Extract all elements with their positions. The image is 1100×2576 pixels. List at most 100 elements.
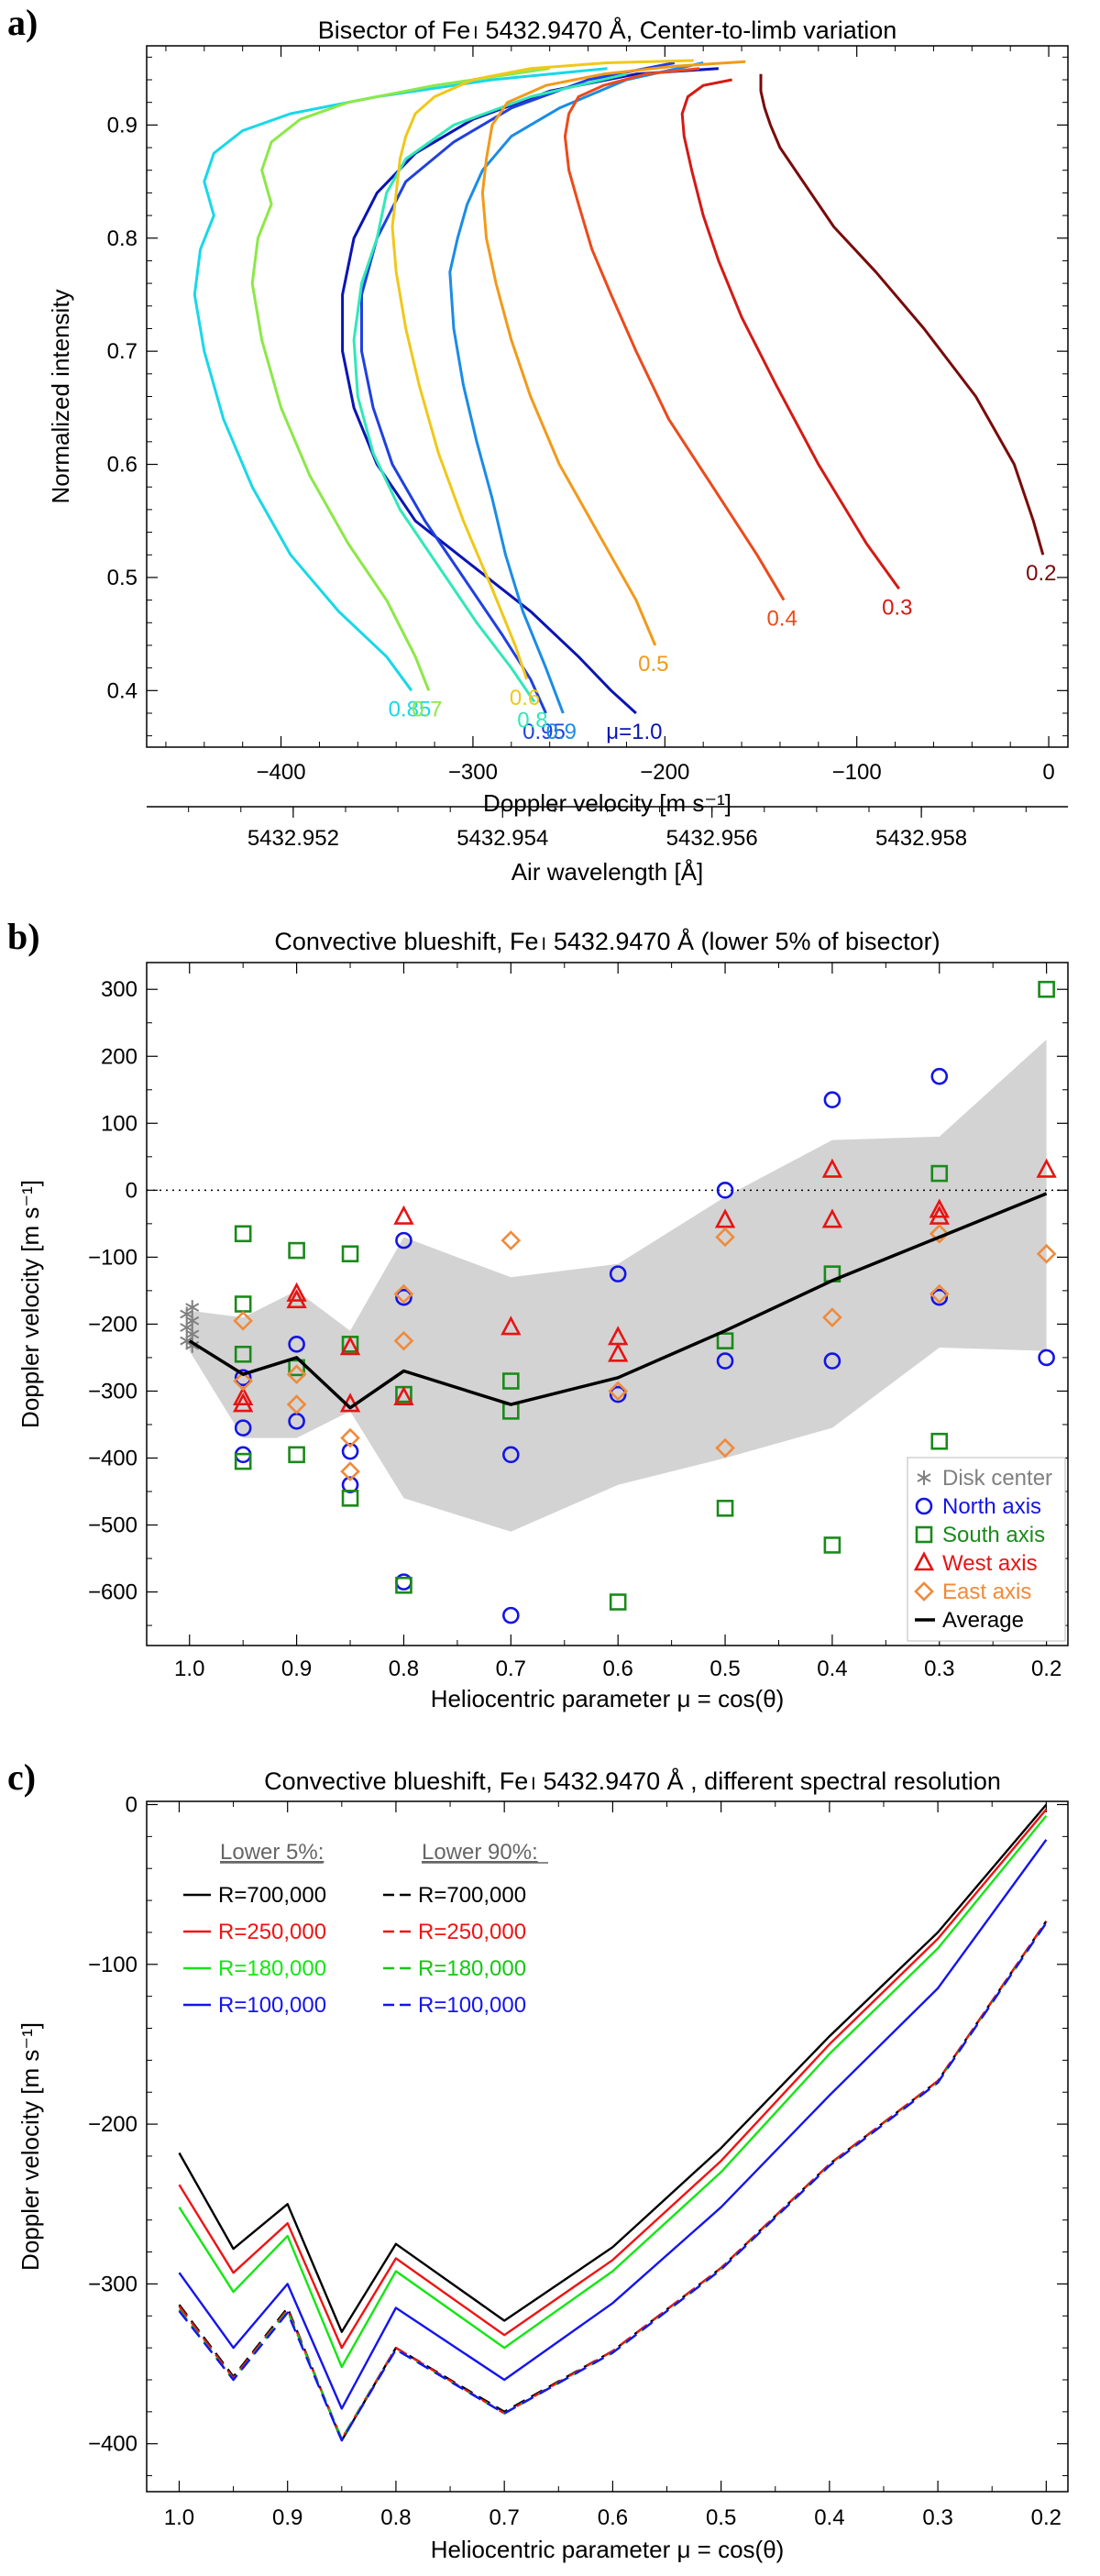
east-axis-point xyxy=(929,1223,950,1244)
north-axis-point xyxy=(341,1442,359,1460)
legend-average-label: Average xyxy=(942,1608,1024,1633)
chart-a-x2label: Air wavelength [Å] xyxy=(512,858,704,886)
chart-b-y-tick-label: −200 xyxy=(88,1312,138,1337)
chart-b-y-tick-label: 100 xyxy=(101,1111,138,1136)
south-axis-point xyxy=(823,1536,842,1554)
east-axis-point xyxy=(233,1310,254,1331)
north-axis-point xyxy=(395,1288,412,1306)
east-axis-point xyxy=(393,1330,414,1351)
south-axis-point xyxy=(288,1241,305,1260)
resolution-line-lower90-7 xyxy=(178,1921,1048,2442)
legend-label-lower90-0: R=700,000 xyxy=(418,1883,526,1908)
chart-b-x-tick-label: 0.2 xyxy=(1031,1657,1062,1681)
west-axis-point xyxy=(339,1336,361,1356)
west-axis-point xyxy=(286,1289,307,1309)
east-axis-point xyxy=(286,1394,307,1415)
legend-disk-center-label: Disk center xyxy=(942,1466,1052,1491)
north-axis-point xyxy=(930,1067,949,1085)
chart-a-frame xyxy=(146,45,1069,748)
east-axis-point xyxy=(608,1381,629,1402)
chart-c-x-tick-label: 0.9 xyxy=(272,2505,302,2530)
bisector-line-5 xyxy=(250,67,550,691)
chart-c-title: Convective blueshift, Fe I 5432.9470 Å , d… xyxy=(264,1767,1001,1795)
chart-b-x-tick-label: 0.9 xyxy=(281,1657,312,1681)
west-axis-point xyxy=(821,1158,843,1178)
bisector-label-8: 0.4 xyxy=(766,607,797,632)
legend-south-axis-swatch xyxy=(915,1525,933,1544)
chart-a-x2-tick-label: 5432.952 xyxy=(248,826,339,851)
chart-b-y-tick-label: 200 xyxy=(101,1044,138,1069)
north-axis-point xyxy=(716,1352,734,1370)
bisector-line-1 xyxy=(360,61,676,714)
chart-a-y-tick-label: 0.7 xyxy=(107,339,138,364)
legend-label-lower90-2: R=180,000 xyxy=(418,1956,526,1981)
north-axis-point xyxy=(609,1385,627,1404)
west-axis-point xyxy=(500,1316,522,1336)
disk-center-point xyxy=(180,1306,194,1322)
disk-center-point xyxy=(185,1338,200,1353)
west-axis-point xyxy=(714,1208,736,1228)
chart-b-y-tick-label: −300 xyxy=(88,1379,138,1404)
resolution-line-lower5-0 xyxy=(178,1803,1048,2333)
north-axis-point xyxy=(341,1476,359,1494)
chart-b-y-tick-label: −600 xyxy=(88,1580,138,1605)
disk-center-point xyxy=(180,1320,194,1336)
chart-c-x-tick-label: 0.5 xyxy=(706,2505,736,2530)
chart-c-y-tick-label: −300 xyxy=(88,2272,138,2296)
south-axis-point xyxy=(502,1372,520,1390)
west-axis-point xyxy=(1036,1158,1057,1178)
chart-a-y-tick-label: 0.5 xyxy=(107,566,138,590)
chart-c-x-tick-label: 0.2 xyxy=(1031,2505,1062,2530)
bisector-line-4 xyxy=(352,72,627,703)
north-axis-point xyxy=(716,1182,734,1199)
legend-north-axis-swatch xyxy=(915,1497,933,1515)
west-axis-point xyxy=(929,1205,950,1225)
panel-label-c: c) xyxy=(7,1756,36,1798)
chart-a-x-tick-label: 0 xyxy=(1042,760,1054,785)
bisector-label-5: 0.7 xyxy=(412,697,442,721)
bisector-line-7 xyxy=(480,60,746,646)
bisector-label-2: 0.9 xyxy=(546,720,577,744)
north-axis-point xyxy=(502,1446,520,1464)
legend-east-axis-label: East axis xyxy=(942,1580,1031,1604)
chart-a-x-tick-label: −200 xyxy=(640,760,689,785)
north-axis-point xyxy=(823,1352,842,1370)
legend-header-0: Lower 5%: xyxy=(220,1840,324,1865)
south-axis-point xyxy=(716,1499,734,1517)
bisector-chart: Bisector of Fe I 5432.9470 Å, Center-to-li… xyxy=(47,16,1069,886)
east-axis-point xyxy=(715,1227,735,1248)
legend-label-lower5-0: R=700,000 xyxy=(218,1883,326,1908)
east-axis-point xyxy=(500,1230,522,1250)
chart-c-x-tick-label: 0.4 xyxy=(814,2505,844,2530)
east-axis-point xyxy=(340,1461,360,1481)
chart-b-x-tick-label: 0.8 xyxy=(389,1657,419,1681)
bisector-label-3: 0.85 xyxy=(389,697,432,721)
chart-b-x-tick-label: 0.5 xyxy=(710,1657,740,1681)
chart-c-x-tick-label: 0.7 xyxy=(489,2505,519,2530)
chart-b-x-tick-label: 0.3 xyxy=(924,1657,954,1681)
north-axis-point xyxy=(234,1369,252,1387)
south-axis-point xyxy=(930,1164,949,1183)
chart-c-ylabel: Doppler velocity [m s⁻¹] xyxy=(16,2022,44,2271)
west-axis-point xyxy=(233,1393,254,1413)
chart-c-x-tick-label: 1.0 xyxy=(164,2505,194,2530)
legend-west-axis-swatch xyxy=(913,1551,935,1571)
resolution-line-lower5-3 xyxy=(178,1839,1048,2410)
bisector-line-10 xyxy=(759,73,1045,556)
north-axis-point xyxy=(502,1606,520,1624)
bisector-line-9 xyxy=(680,78,901,590)
chart-b-x-tick-label: 0.7 xyxy=(496,1657,526,1681)
average-line xyxy=(188,1192,1048,1410)
east-axis-point xyxy=(393,1283,414,1305)
legend-east-axis-swatch xyxy=(914,1581,934,1602)
chart-a-ylabel: Normalized intensity xyxy=(47,289,74,503)
legend-box xyxy=(907,1457,1066,1642)
west-axis-point xyxy=(233,1385,254,1406)
legend-label-lower5-3: R=100,000 xyxy=(218,1993,326,2018)
east-axis-point xyxy=(233,1371,254,1392)
chart-a-y-tick-label: 0.4 xyxy=(107,678,138,703)
bisector-label-10: 0.2 xyxy=(1026,561,1056,586)
south-axis-point xyxy=(341,1245,359,1263)
bisector-label-4: 0.8 xyxy=(517,709,547,733)
bisector-label-0: μ=1.0 xyxy=(606,720,662,744)
